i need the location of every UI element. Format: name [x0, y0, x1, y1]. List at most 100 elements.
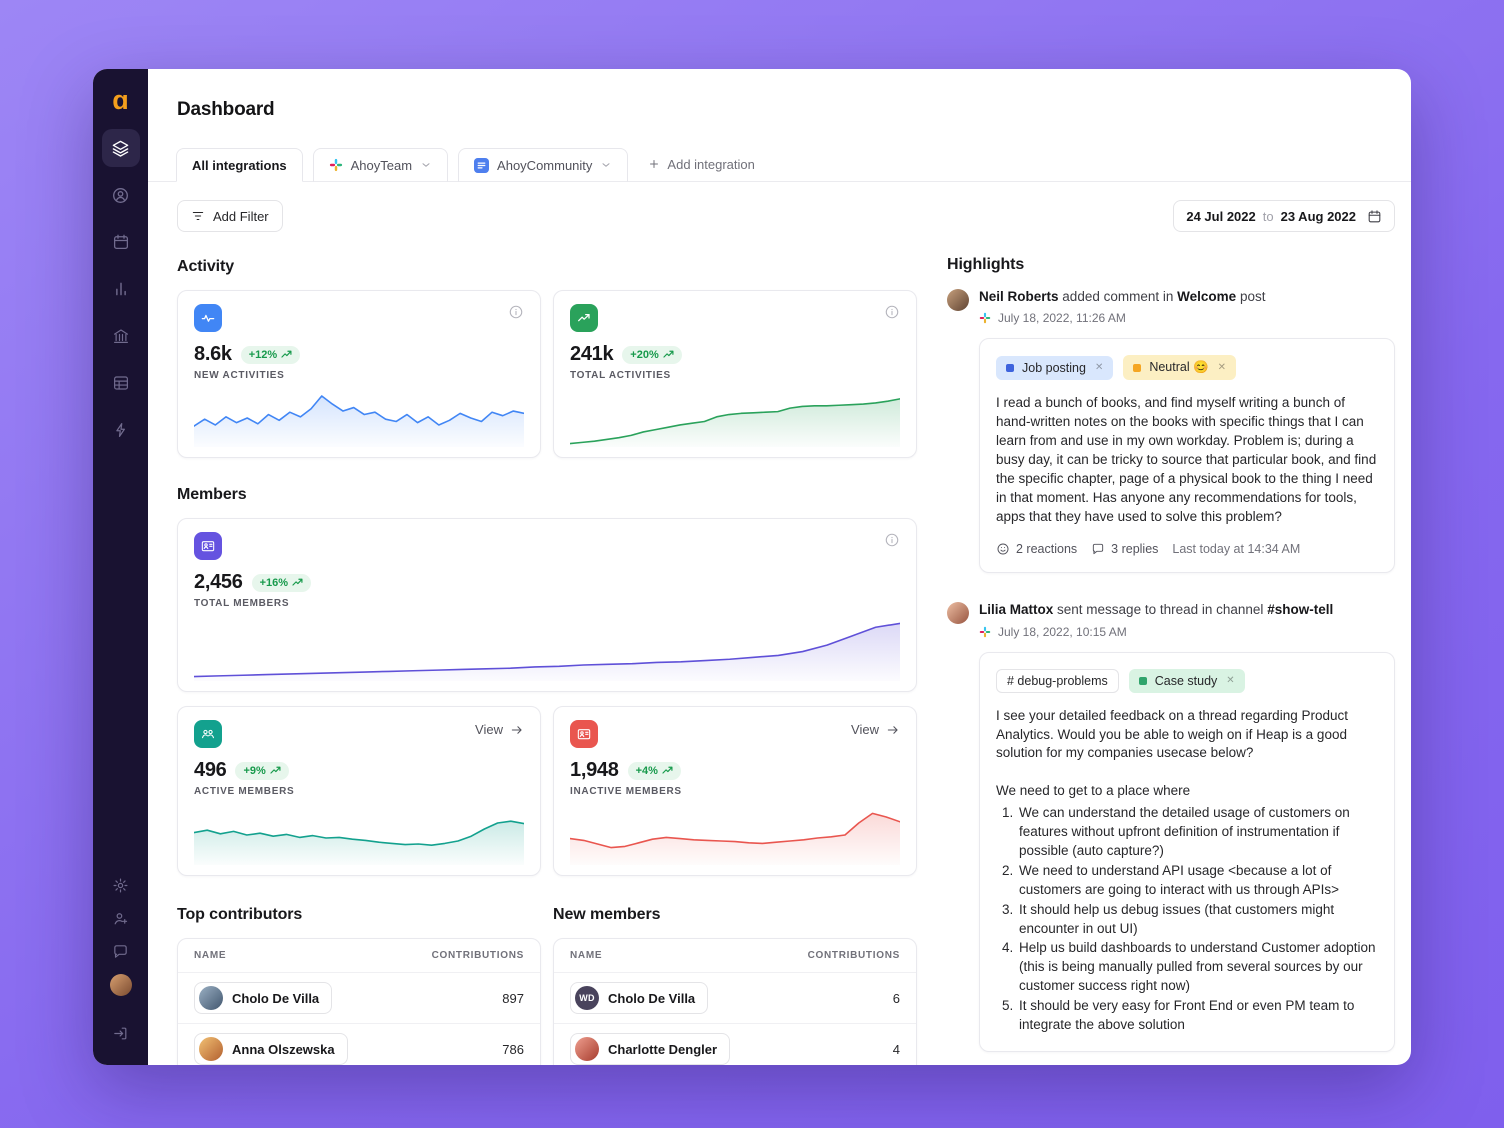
avatar [575, 1037, 599, 1061]
sidebar-item-analytics[interactable] [102, 270, 140, 308]
delta-badge: +16% [251, 573, 312, 592]
avatar [199, 986, 223, 1010]
stat-label: TOTAL MEMBERS [194, 598, 290, 609]
date-end: 23 Aug 2022 [1280, 208, 1356, 224]
messages-button[interactable] [111, 941, 131, 961]
delta-badge: +12% [240, 345, 301, 364]
last-activity: Last today at 14:34 AM [1172, 542, 1301, 557]
add-filter-button[interactable]: Add Filter [177, 200, 283, 232]
date-range-picker[interactable]: 24 Jul 2022 to 23 Aug 2022 [1173, 200, 1395, 232]
view-active-members-link[interactable]: View [475, 722, 524, 737]
member-card-icon [570, 720, 598, 748]
tag-channel: # debug-problems [996, 668, 1119, 693]
inactive-members-sparkline [570, 805, 900, 865]
trend-up-icon [663, 350, 674, 359]
highlights-heading: Highlights [947, 256, 1025, 273]
pulse-icon [194, 304, 222, 332]
slack-icon [329, 158, 343, 172]
group-icon [194, 720, 222, 748]
stat-label: ACTIVE MEMBERS [194, 786, 295, 797]
new-members-table: NAME CONTRIBUTIONS WD Cholo De Villa 6 Ch… [553, 938, 917, 1065]
total-members-card: 2,456 +16% TOTAL MEMBERS [177, 518, 917, 692]
tab-ahoyteam[interactable]: AhoyTeam [312, 148, 449, 182]
info-icon[interactable] [508, 304, 524, 320]
tag-color-swatch [1006, 363, 1014, 372]
arrow-right-icon [510, 723, 524, 737]
new-activities-sparkline [194, 389, 524, 447]
highlight-title: Lilia Mattox sent message to thread in c… [979, 602, 1334, 618]
invite-user-button[interactable] [111, 908, 131, 928]
info-icon[interactable] [884, 304, 900, 320]
ahoy-logo[interactable] [103, 83, 139, 117]
list-item: We can understand the detailed usage of … [1017, 804, 1378, 861]
tab-ahoycommunity[interactable]: AhoyCommunity [458, 148, 629, 182]
logout-button[interactable] [111, 1023, 131, 1043]
arrow-right-icon [886, 723, 900, 737]
tables-row: Top contributors NAME CONTRIBUTIONS Chol… [177, 906, 917, 1065]
calendar-icon [112, 233, 130, 251]
person-chip[interactable]: Cholo De Villa [194, 982, 333, 1014]
view-inactive-members-link[interactable]: View [851, 722, 900, 737]
total-activities-card: 241k +20% TOTAL ACTIVITIES [553, 290, 917, 458]
sidebar-bottom [109, 875, 132, 1043]
tab-label: All integrations [192, 157, 287, 173]
sidebar-item-integrations[interactable] [101, 129, 140, 167]
info-icon[interactable] [884, 532, 900, 548]
stat-label: INACTIVE MEMBERS [570, 786, 682, 797]
sidebar-item-automation[interactable] [102, 411, 140, 449]
column-contributions: CONTRIBUTIONS [807, 950, 900, 961]
avatar [947, 602, 969, 625]
person-chip[interactable]: Charlotte Dengler [570, 1033, 731, 1065]
table-header: NAME CONTRIBUTIONS [554, 939, 916, 973]
active-members-sparkline [194, 805, 524, 865]
slack-icon [979, 626, 991, 638]
page-title: Dashboard [177, 99, 275, 120]
tag-neutral: Neutral 😊 [1123, 355, 1237, 381]
table-row: Anna Olszewska 786 [178, 1024, 540, 1065]
new-members-section: New members NAME CONTRIBUTIONS WD Cholo D… [553, 906, 917, 1065]
total-members-sparkline [194, 617, 900, 681]
settings-button[interactable] [111, 875, 131, 895]
members-heading: Members [177, 486, 247, 503]
topbar: Dashboard [148, 69, 1411, 147]
avatar [199, 1037, 223, 1061]
highlight-timestamp: July 18, 2022, 11:26 AM [979, 311, 1265, 325]
contributions-value: 897 [502, 990, 524, 1006]
top-contributors-table: NAME CONTRIBUTIONS Cholo De Villa 897 An… [177, 938, 541, 1065]
user-avatar[interactable] [109, 974, 132, 996]
date-start: 24 Jul 2022 [1186, 208, 1256, 224]
top-contributors-heading: Top contributors [177, 906, 303, 923]
tab-all-integrations[interactable]: All integrations [176, 148, 303, 182]
filter-row: Add Filter [177, 200, 917, 232]
stat-value: 241k [570, 343, 614, 365]
table-row: WD Cholo De Villa 6 [554, 973, 916, 1024]
list-item: It should help us debug issues (that cus… [1017, 901, 1378, 939]
close-icon[interactable] [1226, 676, 1234, 686]
close-icon[interactable] [1095, 363, 1103, 373]
highlight-card: Job posting Neutral 😊 I read a bunch of … [979, 338, 1395, 574]
add-integration-button[interactable]: Add integration [638, 147, 764, 181]
total-activities-sparkline [570, 389, 900, 447]
sidebar-item-reports[interactable] [102, 364, 140, 402]
trend-up-icon [270, 766, 281, 775]
person-chip[interactable]: WD Cholo De Villa [570, 982, 709, 1014]
column-name: NAME [570, 950, 603, 961]
new-activities-card: 8.6k +12% NEW ACTIVITIES [177, 290, 541, 458]
close-icon[interactable] [1218, 363, 1226, 373]
sidebar-item-organization[interactable] [102, 317, 140, 355]
tag-job-posting: Job posting [996, 355, 1114, 380]
column-name: NAME [194, 950, 227, 961]
bar-chart-icon [112, 280, 130, 298]
avatar: WD [575, 986, 599, 1010]
top-contributors-section: Top contributors NAME CONTRIBUTIONS Chol… [177, 906, 541, 1065]
sidebar-nav [101, 129, 140, 458]
stat-value: 1,948 [570, 759, 619, 781]
person-chip[interactable]: Anna Olszewska [194, 1033, 348, 1065]
stat-value: 8.6k [194, 343, 232, 365]
replies-count[interactable]: 3 replies [1091, 542, 1158, 556]
sidebar-item-calendar[interactable] [102, 223, 140, 261]
tag-color-swatch [1138, 676, 1147, 685]
reactions-count[interactable]: 2 reactions [996, 542, 1077, 556]
activity-heading: Activity [177, 258, 234, 275]
sidebar-item-members[interactable] [102, 176, 140, 214]
